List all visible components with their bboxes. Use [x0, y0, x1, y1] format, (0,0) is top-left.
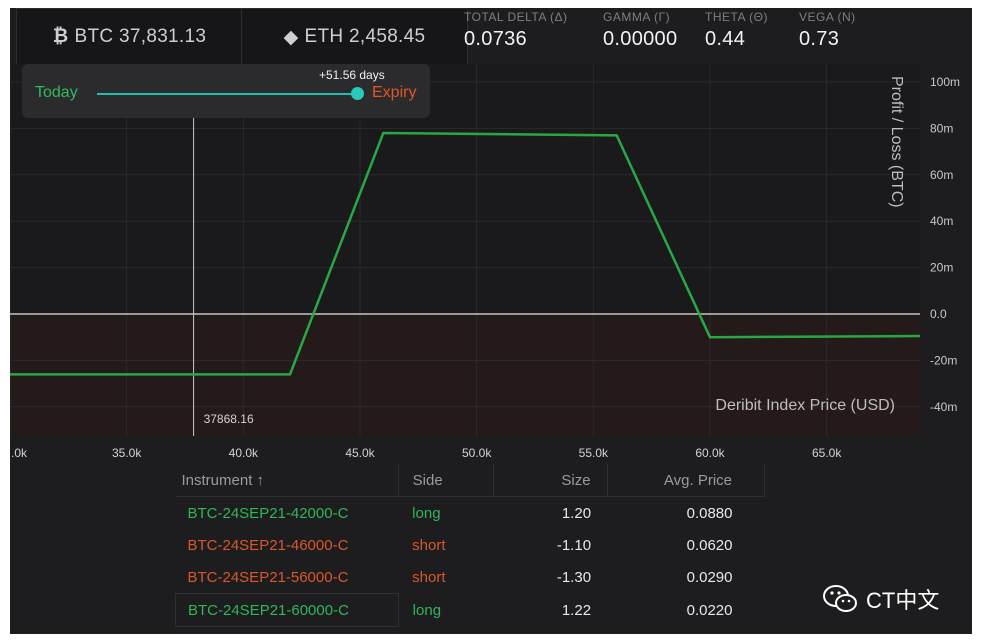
size-cell: -1.30 — [556, 568, 592, 586]
x-tick-label: 50.0k — [462, 446, 492, 460]
payoff-chart[interactable]: 100m 80m 60m 40m 20m 0.0 -20m -40m .0k 35.0k 40.0k… — [10, 64, 972, 464]
vega-value: 0.73 — [799, 28, 840, 50]
x-axis-title: Deribit Index Price (USD) — [715, 397, 895, 414]
total-delta-label: TOTAL DELTA (Δ) — [464, 10, 568, 24]
theta: THETA (Θ) 0.44 — [705, 10, 768, 51]
instrument-header[interactable]: Instrument ↑ — [175, 464, 399, 497]
x-tick-label: 40.0k — [229, 446, 259, 460]
y-tick-label: 80m — [930, 121, 953, 135]
total-delta: TOTAL DELTA (Δ) 0.0736 — [464, 10, 568, 51]
y-tick-label: 0.0 — [930, 307, 947, 321]
slider-track[interactable] — [97, 93, 359, 95]
payoff-line[interactable] — [10, 131, 921, 376]
watermark-label: CT中文 — [866, 588, 940, 613]
side-cell: short — [412, 568, 446, 586]
table-row[interactable]: BTC-24SEP21-46000-C short -1.10 0.0620 — [176, 529, 765, 561]
avg-price-cell: 0.0620 — [686, 536, 733, 554]
current-price-label: 37868.16 — [204, 412, 254, 426]
table-row[interactable]: BTC-24SEP21-60000-C long 1.22 0.0220 — [175, 593, 765, 627]
strategy-panel: ₿ BTC 37,831.13 ◆ ETH 2,458.45 TOTAL DEL… — [10, 8, 972, 634]
table-header-row: Instrument ↑ Side Size Avg. Price — [175, 464, 766, 497]
x-tick-label: 35.0k — [112, 446, 142, 460]
slider-days-label: +51.56 days — [319, 68, 385, 82]
side-cell: long — [412, 601, 442, 619]
table-row[interactable]: BTC-24SEP21-56000-C short -1.30 0.0290 — [176, 561, 765, 594]
size-cell: -1.10 — [556, 536, 592, 554]
y-tick-label: 40m — [930, 214, 953, 228]
y-tick-label: 60m — [930, 168, 953, 182]
gamma-value: 0.00000 — [603, 28, 678, 50]
btc-price: BTC 37,831.13 — [74, 26, 207, 47]
size-cell: 1.20 — [561, 504, 592, 522]
vega-label: VEGA (N) — [799, 10, 856, 24]
watermark: CT中文 — [822, 583, 939, 615]
table-row[interactable]: BTC-24SEP21-42000-C long 1.20 0.0880 — [176, 497, 765, 530]
x-tick-label: 60.0k — [695, 446, 725, 460]
avg-price-header[interactable]: Avg. Price — [607, 464, 766, 497]
theta-value: 0.44 — [705, 28, 746, 50]
eth-ticker[interactable]: ◆ ETH 2,458.45 — [241, 8, 468, 66]
slider-handle[interactable] — [351, 87, 364, 100]
instrument-cell: BTC-24SEP21-46000-C — [187, 536, 349, 554]
y-tick-label: 20m — [930, 261, 953, 275]
wechat-icon — [823, 585, 857, 612]
x-tick-label: 45.0k — [345, 446, 375, 460]
x-tick-label: .0k — [11, 446, 28, 460]
slider-today-label: Today — [35, 84, 78, 101]
slider-expiry-label: Expiry — [372, 84, 417, 101]
side-cell: long — [412, 504, 441, 522]
x-tick-label: 55.0k — [579, 446, 609, 460]
ethereum-icon: ◆ — [283, 26, 299, 48]
side-cell: short — [412, 536, 446, 554]
theta-label: THETA (Θ) — [705, 10, 768, 24]
time-slider[interactable]: Today +51.56 days Expiry — [22, 64, 430, 118]
side-header[interactable]: Side — [398, 464, 495, 497]
vega: VEGA (N) 0.73 — [799, 10, 856, 51]
btc-ticker[interactable]: ₿ BTC 37,831.13 — [16, 8, 243, 66]
instrument-cell: BTC-24SEP21-60000-C — [175, 593, 399, 627]
y-axis-title: Profit / Loss (BTC) — [888, 76, 905, 208]
size-header[interactable]: Size — [493, 464, 608, 497]
y-tick-label: -40m — [930, 400, 957, 414]
bitcoin-icon: ₿ — [52, 26, 69, 47]
y-tick-label: 100m — [930, 75, 960, 89]
y-tick-label: -20m — [930, 353, 957, 367]
eth-price: ETH 2,458.45 — [304, 26, 426, 47]
avg-price-cell: 0.0290 — [686, 568, 733, 586]
gamma-label: GAMMA (Γ) — [603, 10, 671, 24]
gamma: GAMMA (Γ) 0.00000 — [603, 10, 677, 51]
positions-table: Instrument ↑ Side Size Avg. Price BTC-24… — [175, 464, 766, 627]
instrument-cell: BTC-24SEP21-56000-C — [187, 568, 349, 586]
x-tick-label: 65.0k — [812, 446, 842, 460]
avg-price-cell: 0.0220 — [686, 601, 733, 619]
total-delta-value: 0.0736 — [464, 28, 527, 50]
size-cell: 1.22 — [561, 601, 592, 619]
avg-price-cell: 0.0880 — [686, 504, 733, 522]
instrument-cell: BTC-24SEP21-42000-C — [187, 504, 349, 522]
